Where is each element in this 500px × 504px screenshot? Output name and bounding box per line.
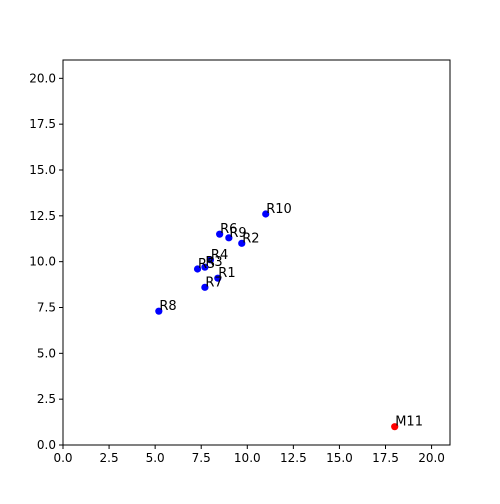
plot-frame xyxy=(62,59,451,446)
point-label-r5: R5 xyxy=(198,257,215,272)
point-marker-r2 xyxy=(238,239,246,247)
y-tick-label: 10.0 xyxy=(29,255,56,269)
point-label-r3: R3 xyxy=(205,255,222,270)
x-tick-label: 5.0 xyxy=(146,451,165,465)
point-label-r2: R2 xyxy=(242,231,259,246)
point-label-r4: R4 xyxy=(211,248,228,263)
plot-area xyxy=(63,60,450,445)
point-label-r7: R7 xyxy=(205,275,222,290)
point-marker-r6 xyxy=(216,230,224,238)
point-marker-r7 xyxy=(201,283,209,291)
data-points xyxy=(155,210,399,431)
y-tick-label: 20.0 xyxy=(29,71,56,85)
point-label-r10: R10 xyxy=(266,202,292,217)
point-label-m11: M11 xyxy=(395,415,423,430)
y-tick-label: 17.5 xyxy=(29,117,56,131)
point-label-r6: R6 xyxy=(220,222,237,237)
x-axis-ticks: 0.0 2.5 5.0 7.5 10.0 12.5 15.0 17.5 20.0 xyxy=(53,445,445,465)
x-tick-label: 7.5 xyxy=(192,451,211,465)
x-tick-label: 2.5 xyxy=(100,451,119,465)
x-tick-label: 15.0 xyxy=(326,451,353,465)
point-marker-r3 xyxy=(201,263,209,271)
point-label-r9: R9 xyxy=(229,226,246,241)
x-tick-label: 12.5 xyxy=(280,451,307,465)
point-marker-r9 xyxy=(225,234,233,242)
point-marker-r4 xyxy=(206,256,215,264)
point-marker-r5 xyxy=(193,265,202,273)
point-marker-r8 xyxy=(155,307,163,315)
point-label-r1: R1 xyxy=(218,266,235,281)
point-marker-r10 xyxy=(262,210,270,218)
y-tick-label: 5.0 xyxy=(37,346,56,360)
x-tick-label: 17.5 xyxy=(372,451,399,465)
x-tick-label: 0.0 xyxy=(53,451,72,465)
point-label-r8: R8 xyxy=(159,299,176,314)
y-tick-label: 2.5 xyxy=(37,392,56,406)
x-tick-label: 20.0 xyxy=(418,451,445,465)
point-marker-m11 xyxy=(391,423,399,431)
y-tick-label: 15.0 xyxy=(29,163,56,177)
y-tick-label: 0.0 xyxy=(37,438,56,452)
y-axis-ticks: 0.0 2.5 5.0 7.5 10.0 12.5 15.0 17.5 20.0 xyxy=(29,71,63,452)
y-tick-label: 7.5 xyxy=(37,301,56,315)
point-marker-r1 xyxy=(214,274,222,282)
x-tick-label: 10.0 xyxy=(234,451,261,465)
y-tick-label: 12.5 xyxy=(29,209,56,223)
